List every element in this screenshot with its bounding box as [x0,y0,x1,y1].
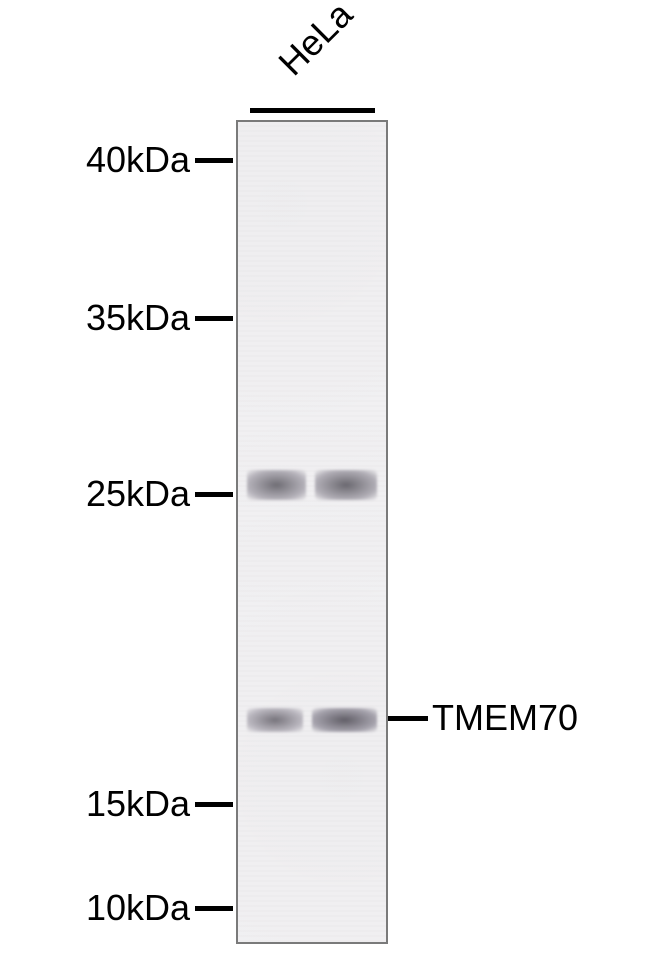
upper-band-26kDa [238,470,386,500]
mw-tick-25 [195,492,233,497]
target-label: TMEM70 [432,700,578,736]
lane-background-noise [238,122,386,942]
mw-label-10: 10kDa [0,890,190,926]
mw-tick-35 [195,316,233,321]
blot-figure: HeLa TMEM70 40kDa 35kDa 25kDa 15kDa 10kDa [0,0,650,964]
sample-underline [250,108,375,113]
blot-lane [236,120,388,944]
target-band-TMEM70 [238,708,386,732]
target-tick [388,716,428,721]
mw-tick-15 [195,802,233,807]
mw-label-25: 25kDa [0,476,190,512]
mw-label-40: 40kDa [0,142,190,178]
mw-tick-40 [195,158,233,163]
sample-label: HeLa [270,0,361,84]
mw-label-15: 15kDa [0,786,190,822]
mw-tick-10 [195,906,233,911]
mw-label-35: 35kDa [0,300,190,336]
